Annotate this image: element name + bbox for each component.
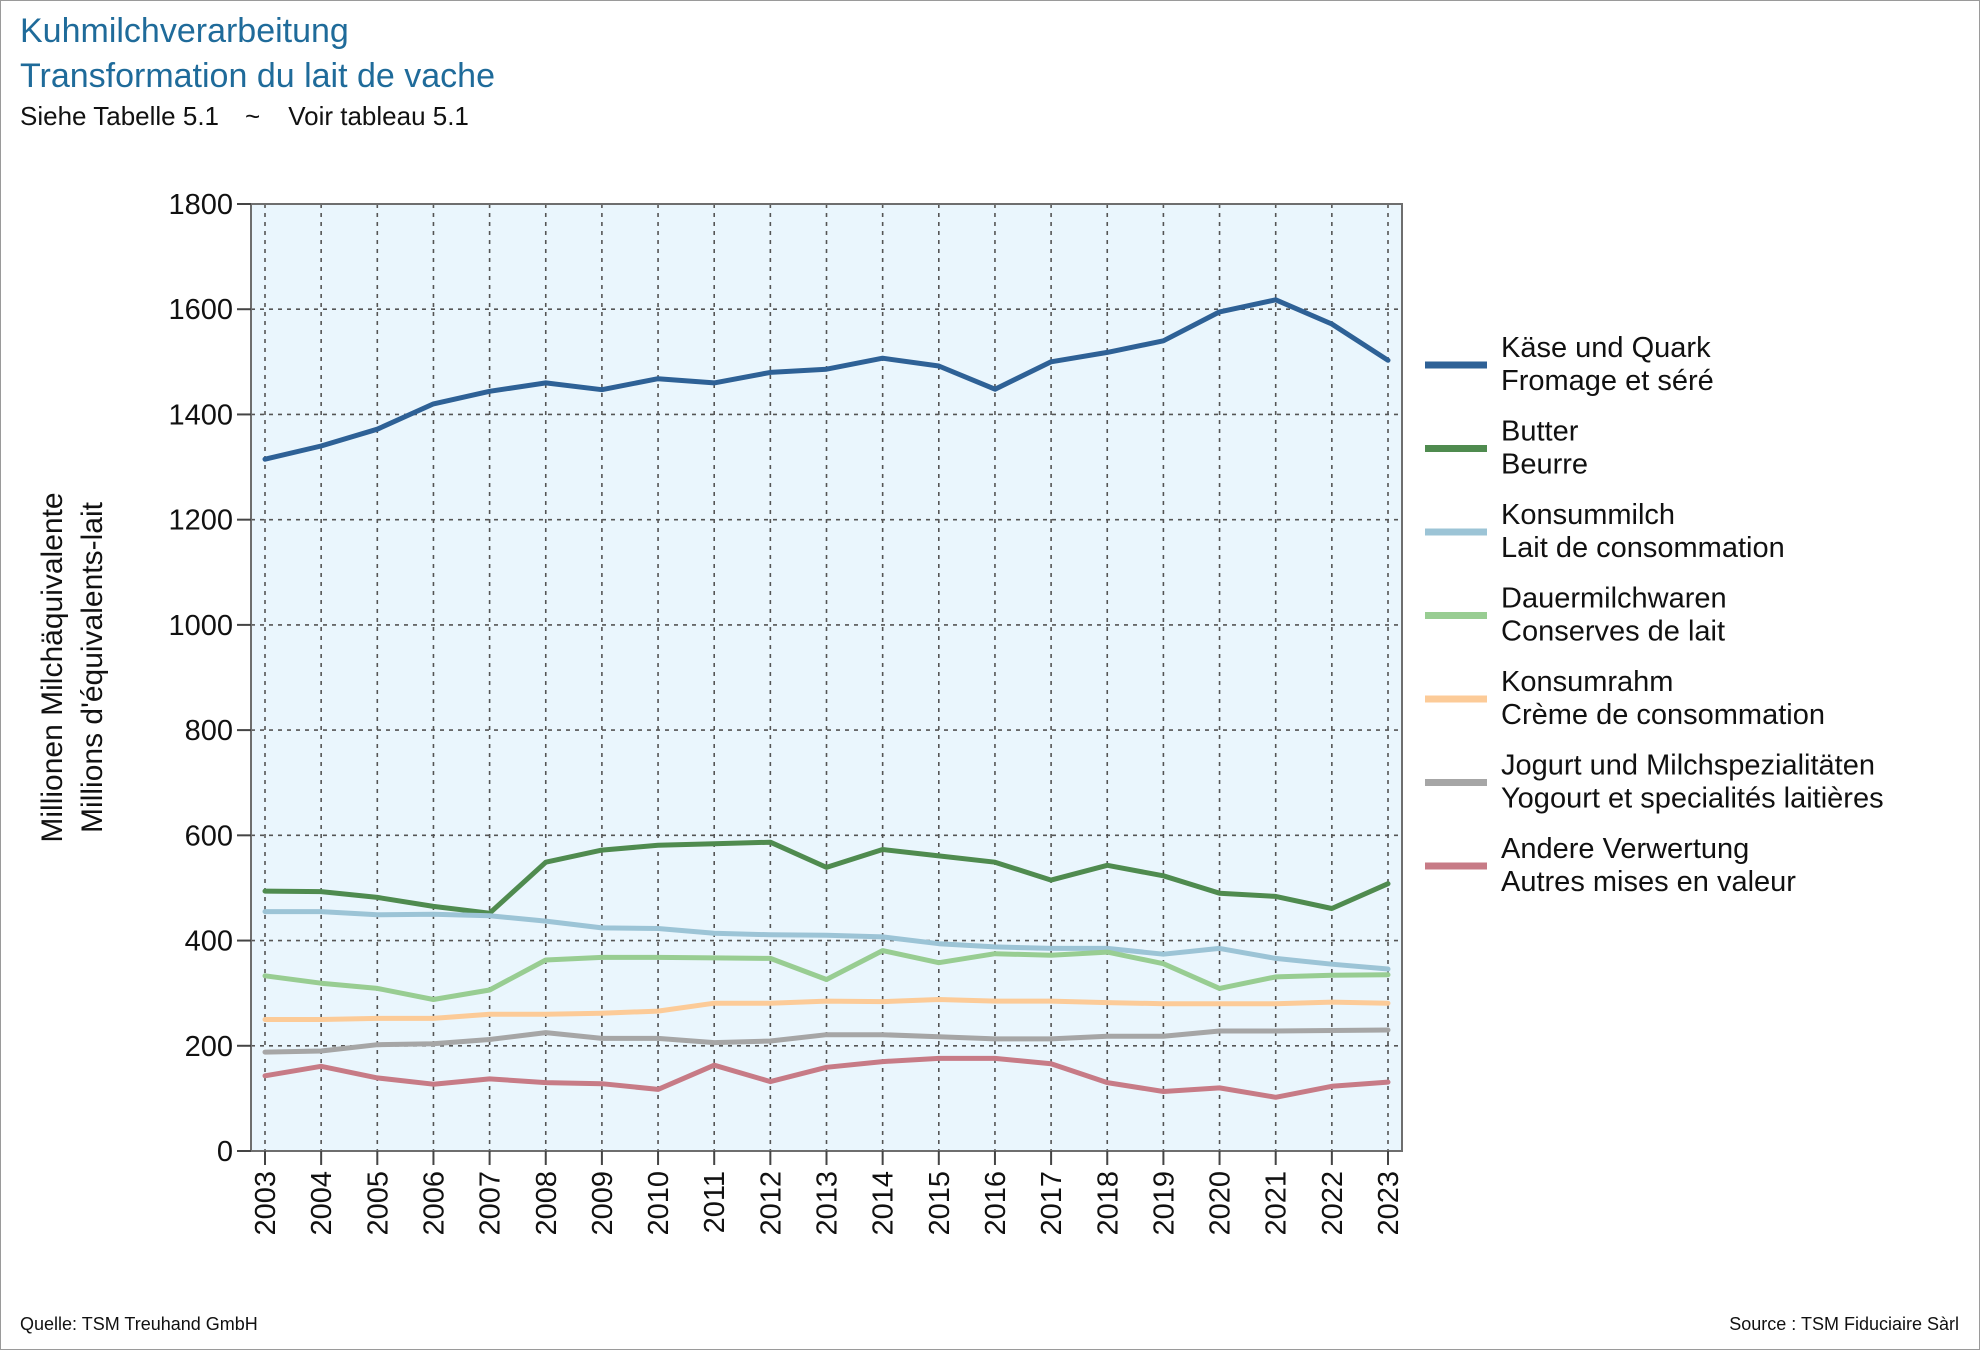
chart-subtitle: Siehe Tabelle 5.1 ~ Voir tableau 5.1 (20, 101, 469, 132)
legend-label-french: Beurre (1501, 449, 1588, 481)
series-line (262, 297, 1391, 462)
x-tick-label: 2008 (531, 1171, 563, 1236)
chart-title-german: Kuhmilchverarbeitung (20, 12, 349, 50)
series-lines (262, 297, 1391, 1100)
legend-label-german: Butter (1501, 416, 1579, 448)
series-line (262, 909, 1391, 972)
x-tick-label: 2012 (755, 1171, 787, 1236)
y-tick-label: 1800 (168, 189, 233, 221)
y-tick-label: 200 (185, 1031, 233, 1063)
x-tick-label: 2015 (924, 1171, 956, 1236)
series-line (262, 948, 1391, 1002)
x-tick-label: 2017 (1036, 1171, 1068, 1236)
legend-label-german: Konsummilch (1501, 499, 1675, 531)
legend-label-german: Konsumrahm (1501, 666, 1673, 698)
x-tick-label: 2006 (418, 1171, 450, 1236)
y-tick-label: 1200 (168, 505, 233, 537)
y-tick-label: 1400 (168, 399, 233, 431)
plot-area (251, 204, 1402, 1151)
y-tick-label: 1600 (168, 294, 233, 326)
x-tick-label: 2014 (868, 1171, 900, 1236)
x-tick-label: 2011 (699, 1171, 731, 1233)
x-tick-label: 2007 (475, 1171, 507, 1236)
y-tick-label: 800 (185, 715, 233, 747)
legend-label-french: Yogourt et specialités laitières (1501, 783, 1884, 815)
chart-title-french: Transformation du lait de vache (20, 57, 495, 95)
legend-label-german: Andere Verwertung (1501, 833, 1749, 865)
x-tick-label: 2020 (1205, 1171, 1237, 1236)
y-tick-label: 400 (185, 926, 233, 958)
x-tick-label: 2019 (1148, 1171, 1180, 1236)
source-french: Source : TSM Fiduciaire Sàrl (1729, 1314, 1959, 1334)
axes: 0 200 400 600 800 1000 1200 1400 1600 1800 2003 200… (168, 189, 1405, 1236)
x-tick-label: 2004 (306, 1171, 338, 1236)
x-tick-label: 2005 (362, 1171, 394, 1236)
legend-label-french: Lait de consommation (1501, 532, 1785, 564)
source-german: Quelle: TSM Treuhand GmbH (20, 1314, 258, 1334)
x-tick-label: 2021 (1261, 1171, 1293, 1236)
x-tick-label: 2023 (1373, 1171, 1405, 1236)
series-line (262, 839, 1391, 916)
legend-label-french: Fromage et séré (1501, 365, 1714, 397)
series-line (262, 997, 1391, 1022)
y-tick-label: 0 (217, 1136, 233, 1168)
y-axis-title: Millionen Milchäquivalente Millions d'équ… (36, 492, 109, 842)
legend-label-german: Dauermilchwaren (1501, 583, 1727, 615)
legend-label-french: Crème de consommation (1501, 699, 1825, 731)
x-tick-label: 2003 (250, 1171, 282, 1236)
subtitle-reference-french: Voir tableau 5.1 (288, 101, 469, 131)
x-tick-label: 2018 (1092, 1171, 1124, 1236)
x-tick-label: 2009 (587, 1171, 619, 1236)
x-tick-label: 2022 (1317, 1171, 1349, 1236)
series-line (262, 1055, 1391, 1100)
subtitle-separator: ~ (245, 101, 261, 131)
x-tick-label: 2016 (980, 1171, 1012, 1236)
y-axis-label: Millionen Milchäquivalente (36, 492, 69, 842)
legend-label-french: Conserves de lait (1501, 616, 1725, 648)
subtitle-reference-german: Siehe Tabelle 5.1 (20, 101, 220, 131)
legend-label-german: Jogurt und Milchspezialitäten (1501, 750, 1875, 782)
y-tick-label: 1000 (168, 610, 233, 642)
y-tick-label: 600 (185, 820, 233, 852)
x-tick-label: 2013 (812, 1171, 844, 1236)
y-axis-label: Millions d'équivalents-lait (76, 501, 109, 833)
x-tick-label: 2010 (643, 1171, 675, 1236)
legend-label-german: Käse und Quark (1501, 332, 1711, 364)
legend-label-french: Autres mises en valeur (1501, 866, 1796, 898)
series-line (262, 1027, 1391, 1055)
